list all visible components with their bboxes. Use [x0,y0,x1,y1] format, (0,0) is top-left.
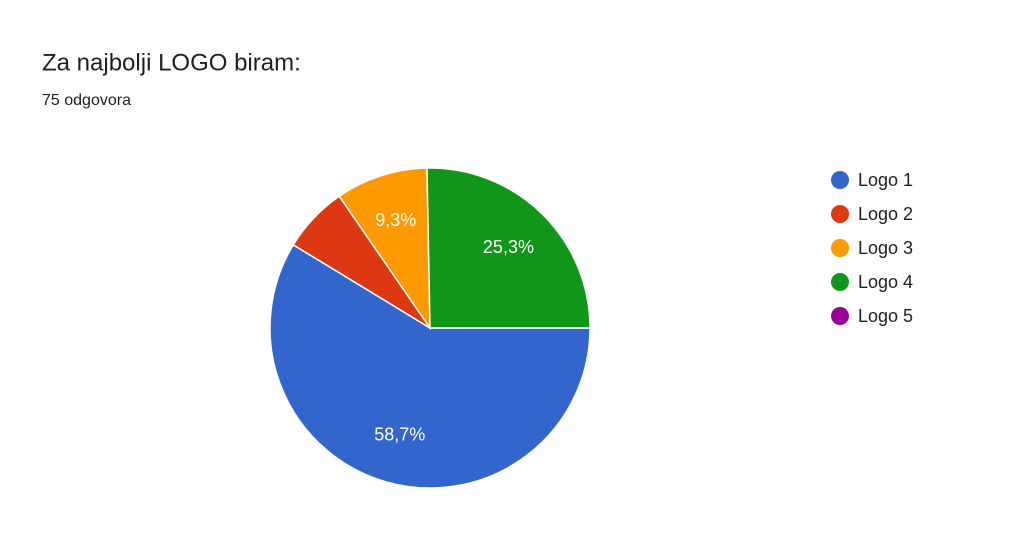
chart-title: Za najbolji LOGO biram: [42,49,301,76]
pie-slice [426,167,591,329]
legend-label: Logo 2 [858,204,913,224]
legend-marker [831,171,849,189]
legend-marker [831,273,849,291]
legend-label: Logo 5 [858,306,913,326]
data-label: 58,7% [374,425,425,445]
legend-marker [831,307,849,325]
chart-subtitle: 75 odgovora [42,92,131,109]
pie-slice [338,167,431,331]
data-label: 25,3% [483,237,534,257]
legend-marker [831,205,849,223]
legend-label: Logo 3 [858,238,913,258]
legend-label: Logo 1 [858,170,913,190]
legend-marker [831,239,849,257]
legend-label: Logo 4 [858,272,913,292]
pie-slice [269,243,591,489]
data-label: 9,3% [375,210,416,230]
